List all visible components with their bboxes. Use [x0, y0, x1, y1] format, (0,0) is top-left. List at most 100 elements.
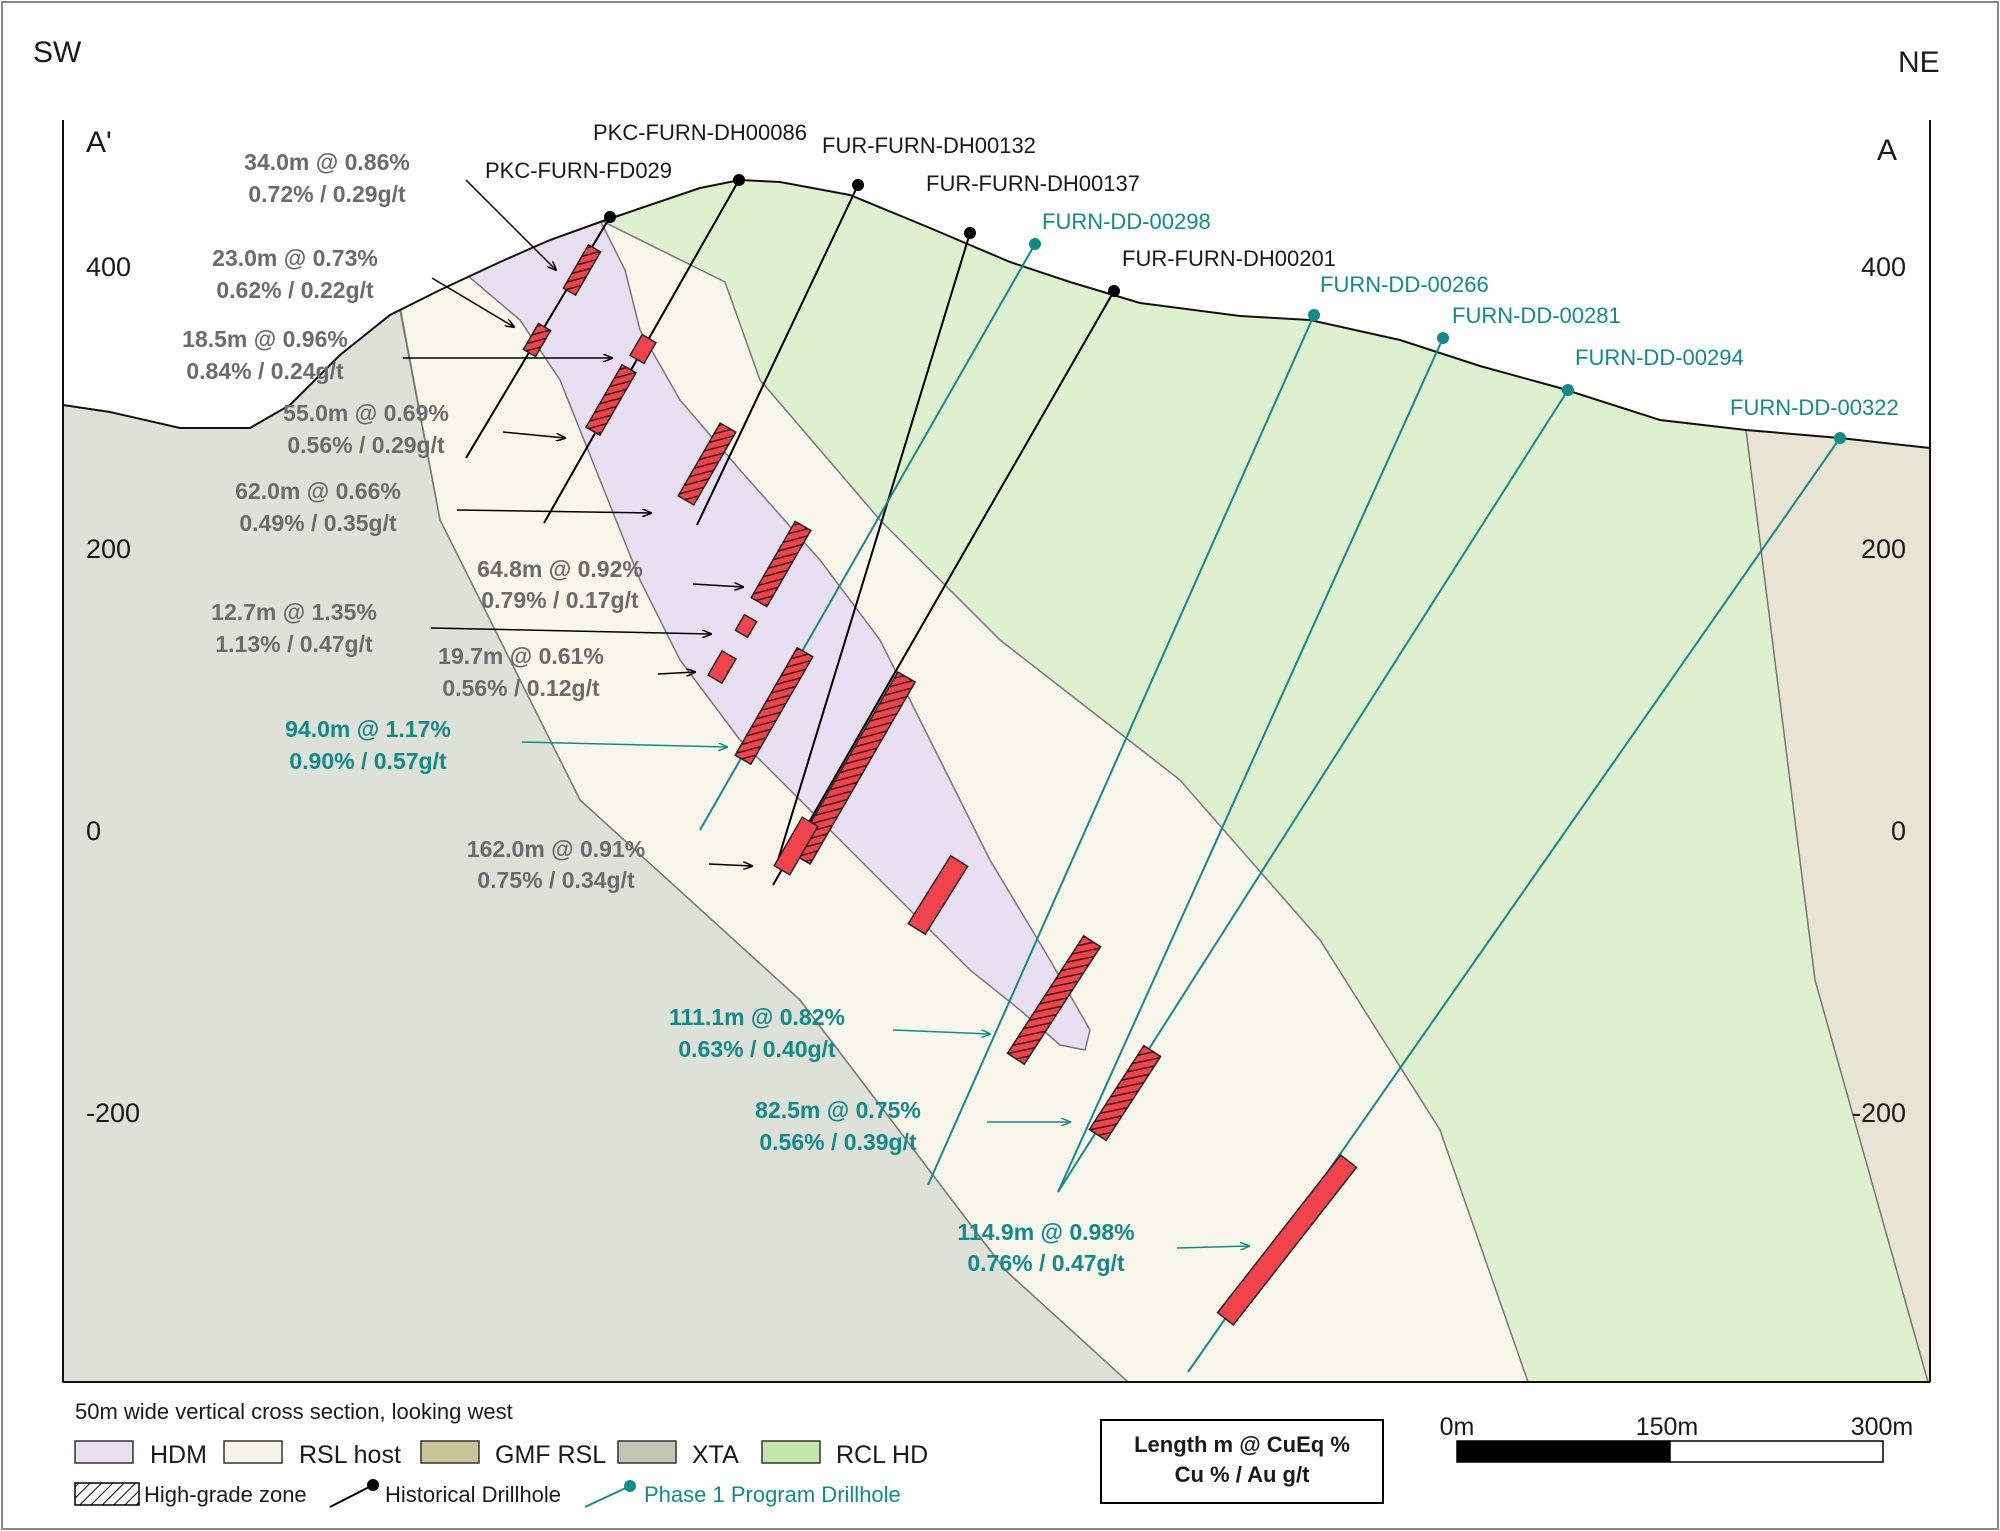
collar-dot — [1437, 332, 1449, 344]
format-box-border — [1100, 1419, 1384, 1504]
unit-hdm — [453, 219, 1091, 1051]
intercept-label: 111.1m @ 0.82% 0.63% / 0.40g/t — [669, 1004, 845, 1062]
elev-label: -200 — [1852, 1098, 1906, 1128]
elev-label: 0 — [86, 816, 101, 846]
intercept-line1: 64.8m @ 0.92% — [477, 556, 643, 582]
intercept-label: 62.0m @ 0.66% 0.49% / 0.35g/t — [235, 478, 401, 536]
intercept-label: 23.0m @ 0.73% 0.62% / 0.22g/t — [212, 245, 378, 303]
intercept-line2: 0.75% / 0.34g/t — [477, 867, 635, 893]
intercept-bar — [629, 333, 657, 365]
intercept-line1: 55.0m @ 0.69% — [283, 400, 449, 426]
intercept-bars — [522, 243, 1358, 1327]
collar-dot — [604, 211, 616, 223]
format-line1: Length m @ CuEq % — [1134, 1432, 1350, 1457]
elev-label: -200 — [86, 1098, 140, 1128]
leader-arrows-phase1 — [521, 741, 1249, 1248]
leader-arrow — [431, 277, 514, 327]
drillhole-label: FURN-DD-00266 — [1320, 272, 1489, 297]
section-marker-right: A — [1877, 134, 1897, 167]
collar-dot — [1562, 384, 1574, 396]
drillhole-label: FUR-FURN-DH00201 — [1122, 246, 1336, 271]
intercept-bar — [522, 322, 552, 358]
leader-arrow — [692, 584, 743, 587]
legend-label: XTA — [692, 1441, 739, 1469]
legend-label: GMF RSL — [495, 1441, 606, 1469]
intercept-label: 12.7m @ 1.35% 1.13% / 0.47g/t — [211, 599, 377, 657]
legend-unit-hdm: HDM — [74, 1440, 207, 1469]
drillhole-label: FURN-DD-00298 — [1042, 209, 1211, 234]
intercept-bar — [585, 363, 637, 437]
elevation-labels-right: 400 200 0 -200 — [1852, 252, 1906, 1128]
intercept-format-box: Length m @ CuEq % Cu % / Au g/t — [1100, 1419, 1384, 1504]
collar-dot — [733, 174, 745, 186]
scale-bar: 0m 150m 300m — [1440, 1413, 1914, 1463]
legend-unit-rsl-host: RSL host — [223, 1440, 401, 1469]
leader-arrow — [465, 179, 556, 270]
legend-caption: 50m wide vertical cross section, looking… — [75, 1399, 513, 1424]
intercept-label: 82.5m @ 0.75% 0.56% / 0.39g/t — [755, 1097, 921, 1155]
phase1-drillhole-icon — [584, 1485, 631, 1508]
intercept-line1: 19.7m @ 0.61% — [438, 643, 604, 669]
intercept-line2: 1.13% / 0.47g/t — [215, 631, 373, 657]
drillhole-dh00137 — [777, 232, 971, 861]
collar-dot — [624, 1480, 636, 1492]
intercept-bar — [907, 854, 969, 936]
intercept-labels: 34.0m @ 0.86% 0.72% / 0.29g/t 23.0m @ 0.… — [182, 149, 1134, 1276]
direction-left: SW — [33, 36, 82, 69]
leader-arrows-historical — [403, 179, 752, 866]
intercept-bar — [734, 646, 814, 766]
collar-dot — [852, 179, 864, 191]
leader-arrow — [892, 1029, 990, 1034]
intercept-line1: 114.9m @ 0.98% — [957, 1219, 1134, 1245]
intercept-bar — [734, 613, 758, 639]
intercept-bar — [707, 649, 737, 685]
leader-arrow — [521, 741, 727, 747]
direction-right: NE — [1898, 46, 1940, 79]
legend-swatch — [617, 1440, 677, 1464]
collar-dot — [1308, 309, 1320, 321]
legend-historical-hole: Historical Drillhole — [329, 1479, 561, 1508]
scale-label: 150m — [1636, 1413, 1699, 1441]
elev-label: 200 — [1861, 534, 1906, 564]
elev-label: 200 — [86, 534, 131, 564]
legend-hatch-swatch — [74, 1482, 140, 1506]
legend-unit-gmf-rsl: GMF RSL — [420, 1440, 606, 1469]
drillhole-label: FUR-FURN-DH00132 — [822, 133, 1036, 158]
intercept-bar — [1216, 1153, 1358, 1327]
scale-segment-filled — [1456, 1440, 1671, 1463]
legend-label: HDM — [150, 1441, 207, 1469]
drillhole-dd00281 — [1057, 337, 1444, 1193]
collar-dot — [1029, 238, 1041, 250]
intercept-line1: 18.5m @ 0.96% — [182, 326, 348, 352]
intercept-bar — [750, 520, 812, 608]
scale-label: 300m — [1851, 1413, 1914, 1441]
intercept-label: 34.0m @ 0.86% 0.72% / 0.29g/t — [244, 149, 410, 207]
collar-dot — [964, 227, 976, 239]
intercept-line2: 0.62% / 0.22g/t — [216, 277, 374, 303]
legend-label: Historical Drillhole — [385, 1482, 561, 1507]
intercept-line1: 82.5m @ 0.75% — [755, 1097, 921, 1123]
intercept-label: 55.0m @ 0.69% 0.56% / 0.29g/t — [283, 400, 449, 458]
intercept-line1: 62.0m @ 0.66% — [235, 478, 401, 504]
legend-label: RCL HD — [836, 1441, 928, 1469]
legend-unit-rcl-hd: RCL HD — [761, 1440, 928, 1469]
drillhole-label: FUR-FURN-DH00137 — [926, 171, 1140, 196]
intercept-line2: 0.56% / 0.29g/t — [287, 432, 445, 458]
drillhole-label: FURN-DD-00294 — [1575, 345, 1744, 370]
intercept-line1: 162.0m @ 0.91% — [467, 836, 645, 862]
legend-label: RSL host — [299, 1441, 401, 1469]
elev-label: 400 — [1861, 252, 1906, 282]
leader-arrow — [456, 510, 651, 513]
intercept-line2: 0.56% / 0.39g/t — [759, 1129, 917, 1155]
intercept-line2: 0.49% / 0.35g/t — [239, 510, 397, 536]
historical-drillhole-icon — [329, 1484, 374, 1508]
collar-dot — [367, 1479, 379, 1491]
leader-arrow — [502, 431, 565, 438]
intercept-label: 18.5m @ 0.96% 0.84% / 0.24g/t — [182, 326, 348, 384]
historical-drillholes — [465, 179, 1115, 886]
intercept-line1: 12.7m @ 1.35% — [211, 599, 377, 625]
legend-unit-xta: XTA — [617, 1440, 739, 1469]
intercept-label: 64.8m @ 0.92% 0.79% / 0.17g/t — [477, 556, 643, 613]
intercept-line1: 34.0m @ 0.86% — [244, 149, 410, 175]
